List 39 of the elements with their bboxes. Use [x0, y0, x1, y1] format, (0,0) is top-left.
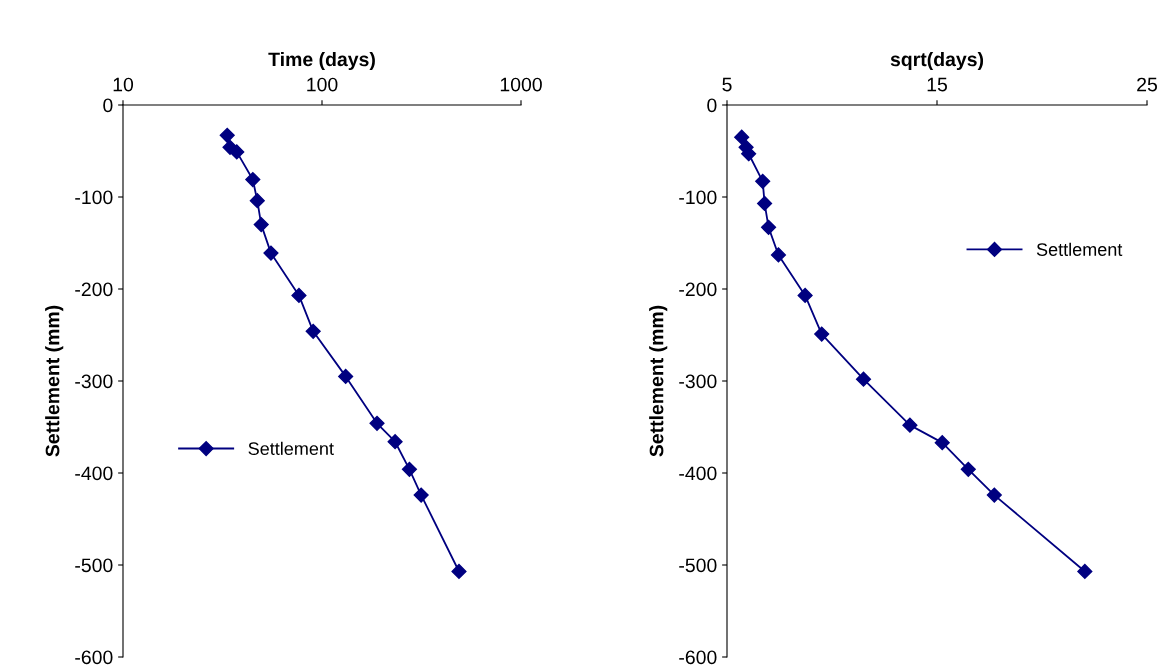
point: [734, 129, 750, 145]
point: [960, 461, 976, 477]
x-tick-label: 25: [1137, 77, 1157, 92]
point: [757, 195, 773, 212]
legend-label: Settlement: [248, 441, 334, 456]
y-tick-label: -600: [75, 650, 113, 665]
y-tick-label: -400: [679, 466, 717, 481]
y-tick-label: -300: [75, 374, 113, 389]
y-axis-title: Settlement (mm): [649, 305, 668, 457]
y-tick-label: -100: [679, 190, 717, 205]
x-tick-label: 1000: [500, 77, 542, 92]
y-tick-label: -400: [75, 466, 113, 481]
legend-label: Settlement: [1036, 242, 1123, 256]
y-tick-label: -600: [679, 650, 717, 665]
x-tick-label: 5: [722, 77, 732, 92]
point: [814, 326, 830, 342]
x-axis-title: sqrt(days): [890, 51, 984, 71]
y-tick-label: -100: [75, 190, 113, 205]
y-tick-label: -200: [679, 282, 717, 297]
y-tick-label: 0: [707, 98, 717, 113]
x-tick-label: 15: [927, 77, 947, 92]
point: [986, 487, 1002, 503]
y-tick-label: 0: [103, 98, 113, 113]
y-tick-label: -500: [75, 558, 113, 573]
point: [855, 371, 872, 387]
y-tick-label: -500: [679, 558, 717, 573]
y-axis-title: Settlement (mm): [45, 305, 64, 457]
x-tick-label: 10: [113, 77, 134, 92]
point: [934, 435, 950, 451]
y-tick-label: -300: [679, 374, 717, 389]
x-axis-title: Time (days): [268, 51, 375, 71]
x-tick-label: 100: [307, 77, 338, 92]
point: [761, 219, 777, 235]
point: [755, 173, 771, 189]
y-tick-label: -200: [75, 282, 113, 297]
point: [1077, 563, 1093, 580]
point: [797, 287, 813, 304]
point: [770, 247, 787, 263]
point: [902, 417, 918, 433]
